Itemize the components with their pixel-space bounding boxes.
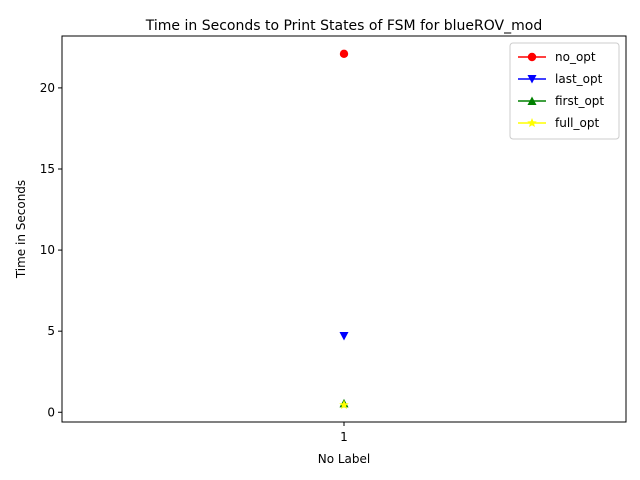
y-axis: 0 5 10 15 20 [40, 81, 62, 419]
legend-marker [527, 52, 537, 62]
y-tick-label: 20 [40, 81, 55, 95]
legend: no_opt last_opt first_opt full_opt [509, 42, 620, 140]
legend-marker [527, 118, 537, 128]
legend-marker [527, 96, 537, 105]
x-tick-label: 1 [340, 430, 348, 444]
legend-entry-last_opt: last_opt [518, 72, 603, 86]
series-layer [339, 49, 349, 410]
legend-entry-full_opt: full_opt [518, 116, 599, 130]
y-tick-label: 5 [47, 324, 55, 338]
data-point [339, 332, 349, 341]
data-point [339, 399, 349, 410]
x-axis: 1 [340, 422, 348, 444]
x-axis-label: No Label [318, 452, 371, 466]
y-tick-label: 10 [40, 243, 55, 257]
legend-label: first_opt [555, 94, 604, 108]
y-tick-label: 15 [40, 162, 55, 176]
data-point [339, 49, 349, 59]
legend-box [509, 42, 620, 140]
series-last_opt [339, 332, 349, 341]
y-axis-label: Time in Seconds [14, 180, 28, 279]
legend-label: full_opt [555, 116, 599, 130]
series-full_opt [339, 399, 349, 410]
y-tick-label: 0 [47, 405, 55, 419]
series-no_opt [339, 49, 349, 59]
legend-entry-first_opt: first_opt [518, 94, 604, 108]
legend-label: no_opt [555, 50, 596, 64]
chart-title: Time in Seconds to Print States of FSM f… [145, 18, 542, 34]
legend-marker [527, 75, 537, 84]
legend-entry-no_opt: no_opt [518, 50, 596, 64]
legend-label: last_opt [555, 72, 603, 86]
